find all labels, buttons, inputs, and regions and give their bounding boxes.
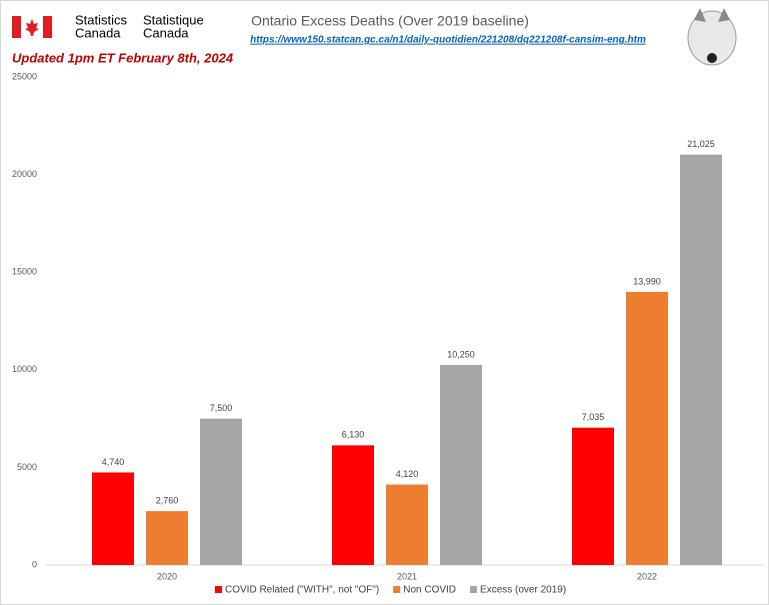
maple-leaf: [25, 19, 39, 36]
y-tick-label: 25000: [12, 71, 37, 81]
y-tick-label: 10000: [12, 364, 37, 374]
paw: [707, 53, 717, 63]
value-label: 7,035: [582, 412, 605, 422]
source-fr: Canada: [143, 25, 189, 40]
bar: [146, 511, 188, 565]
value-label: 21,025: [687, 139, 715, 149]
value-label: 10,250: [447, 349, 475, 359]
bar: [200, 418, 242, 565]
flag-band: [43, 16, 52, 38]
flag-band: [12, 16, 21, 38]
chart-title: Ontario Excess Deaths (Over 2019 baselin…: [251, 13, 529, 29]
bar: [680, 154, 722, 566]
legend-label: Excess (over 2019): [480, 585, 566, 596]
value-label: 7,500: [210, 403, 233, 413]
bar: [92, 472, 134, 565]
bar: [626, 291, 668, 565]
value-label: 2,760: [156, 495, 179, 505]
source-link[interactable]: https://www150.statcan.gc.ca/n1/daily-qu…: [250, 35, 646, 46]
bar: [386, 484, 428, 565]
value-label: 6,130: [342, 430, 365, 440]
bar: [440, 364, 482, 565]
x-tick-label: 2021: [397, 571, 417, 581]
bar: [572, 427, 614, 565]
wolf-head: [687, 10, 737, 66]
legend-swatch: [470, 586, 478, 593]
y-tick-label: 20000: [12, 169, 37, 179]
wolf-ears: [694, 8, 730, 22]
value-label: 4,740: [102, 457, 125, 467]
legend-label: COVID Related ("WITH", not "OF"): [225, 585, 379, 596]
value-label: 4,120: [396, 469, 419, 479]
value-label: 13,990: [633, 276, 661, 286]
legend-swatch: [393, 586, 401, 593]
source-fr: Statistique: [143, 12, 204, 27]
source-en: Canada: [75, 25, 121, 40]
source-en: Statistics: [75, 12, 128, 27]
y-tick-label: 5000: [17, 462, 37, 472]
bar: [332, 445, 374, 565]
legend-swatch: [215, 586, 222, 593]
update-note: Updated 1pm ET February 8th, 2024: [12, 50, 234, 65]
y-tick-label: 0: [32, 559, 37, 569]
x-tick-label: 2020: [157, 571, 177, 581]
x-tick-label: 2022: [637, 571, 657, 581]
statcan-logo: [12, 16, 52, 38]
wolf-icon: [687, 8, 737, 66]
legend-label: Non COVID: [403, 585, 456, 596]
y-tick-label: 15000: [12, 267, 37, 277]
